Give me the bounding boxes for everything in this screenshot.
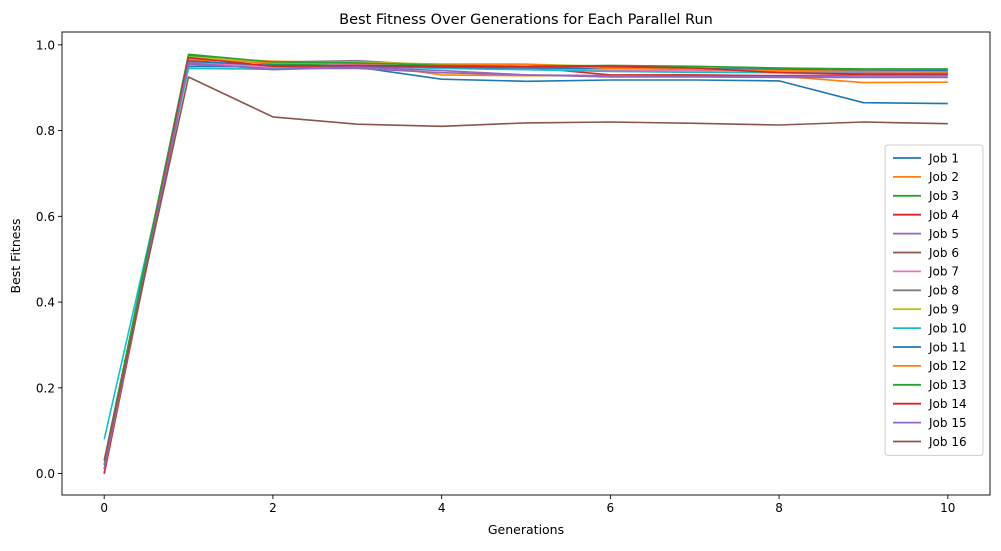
series-line-job-5 <box>103 63 948 466</box>
x-tick-label: 2 <box>269 501 277 515</box>
x-tick-label: 8 <box>775 501 783 515</box>
series-line-job-6 <box>103 62 948 474</box>
x-tick-label: 4 <box>438 501 446 515</box>
series-line-job-15 <box>103 62 948 470</box>
legend-box <box>884 144 984 456</box>
y-tick-label: 0.4 <box>36 296 55 310</box>
plot-area <box>61 31 991 496</box>
legend-label: Job 13 <box>928 378 967 392</box>
y-tick-label: 0.2 <box>36 381 55 395</box>
legend-label: Job 15 <box>928 416 967 430</box>
y-axis-label: Best Fitness <box>8 219 23 294</box>
legend-label: Job 1 <box>928 151 959 165</box>
legend-label: Job 14 <box>928 397 967 411</box>
y-tick-label: 0.8 <box>36 124 55 138</box>
series-line-job-1 <box>103 65 948 466</box>
x-axis: 0 2 4 6 8 10 <box>100 495 955 515</box>
legend: Job 1 Job 2 Job 3 Job 4 Job 5 Job 6 Job 7 Job 8… <box>884 144 984 456</box>
x-tick-label: 0 <box>100 501 108 515</box>
series-line-job-16 <box>103 76 948 461</box>
series-line-job-4 <box>103 59 948 474</box>
legend-label: Job 4 <box>928 208 959 222</box>
legend-label: Job 8 <box>928 284 959 298</box>
y-tick-label: 0.0 <box>36 467 55 481</box>
series-layer <box>103 53 948 474</box>
legend-label: Job 11 <box>928 340 967 354</box>
legend-label: Job 3 <box>928 189 959 203</box>
plot-frame <box>61 31 991 496</box>
x-tick-label: 6 <box>607 501 615 515</box>
legend-label: Job 2 <box>928 170 959 184</box>
legend-label: Job 12 <box>928 359 967 373</box>
legend-label: Job 10 <box>928 321 967 335</box>
y-tick-label: 0.6 <box>36 210 55 224</box>
x-axis-label: Generations <box>488 522 564 537</box>
y-tick-label: 1.0 <box>36 38 55 52</box>
legend-label: Job 6 <box>928 246 959 260</box>
legend-label: Job 5 <box>928 227 959 241</box>
legend-label: Job 9 <box>928 303 959 317</box>
series-line-job-9 <box>103 56 948 474</box>
series-line-job-14 <box>103 56 948 474</box>
series-line-job-13 <box>103 53 948 461</box>
y-axis: 0.0 0.2 0.4 0.6 0.8 1.0 <box>36 38 62 481</box>
series-line-job-2 <box>103 56 948 474</box>
chart-title: Best Fitness Over Generations for Each P… <box>339 12 713 28</box>
series-line-job-8 <box>103 57 948 466</box>
series-line-job-3 <box>103 54 948 470</box>
legend-label: Job 16 <box>928 435 967 449</box>
series-line-job-12 <box>103 58 948 474</box>
x-tick-label: 10 <box>940 501 955 515</box>
legend-label: Job 7 <box>928 265 959 279</box>
